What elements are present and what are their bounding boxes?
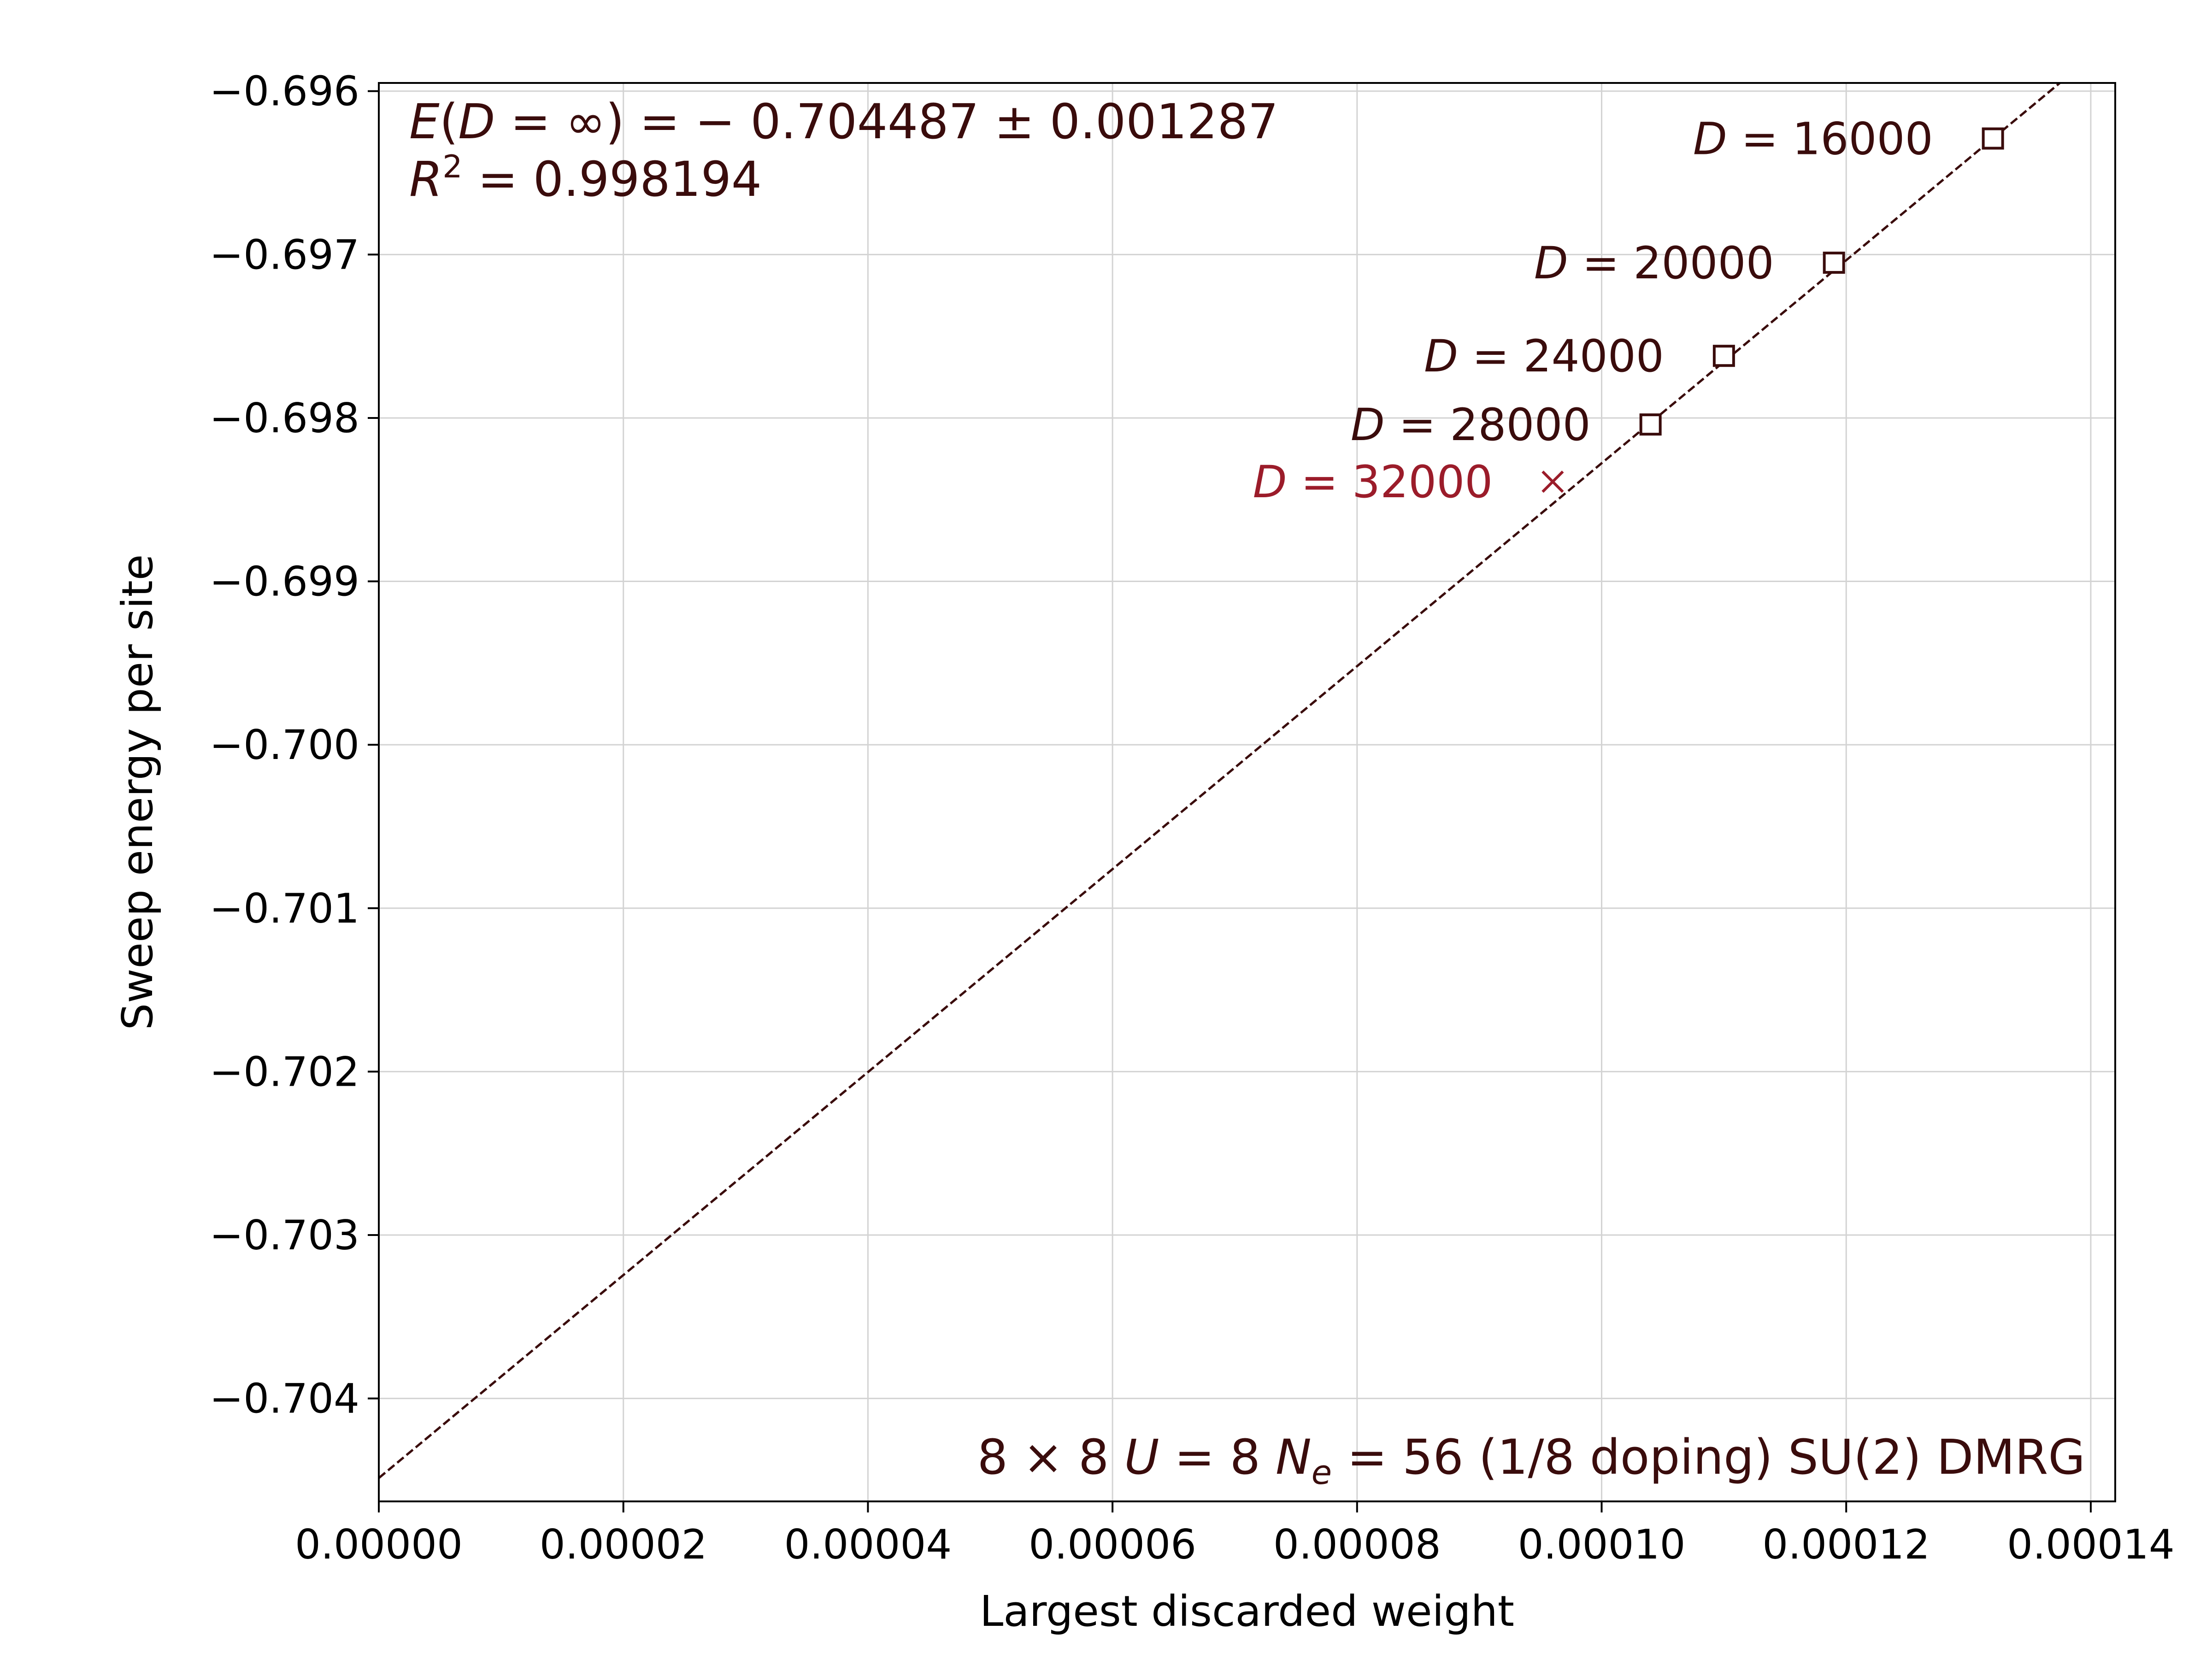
excluded-point-marker [1541, 471, 1564, 493]
fit-line-group [379, 83, 2062, 1479]
y-tick-label: −0.704 [209, 1375, 359, 1423]
x-tick-label: 0.00010 [1518, 1521, 1686, 1568]
y-tick-label: −0.700 [209, 721, 359, 769]
y-tick-label: −0.703 [209, 1212, 359, 1259]
x-tick-label: 0.00008 [1273, 1521, 1441, 1568]
y-tick-label: −0.696 [209, 68, 359, 115]
y-tick-label: −0.699 [209, 558, 359, 606]
y-axis-title: Sweep energy per site [113, 554, 162, 1030]
point-label: D = 32000 [1253, 456, 1493, 508]
r-squared-annotation: R2 = 0.998194 [409, 149, 762, 207]
x-tick-label: 0.00002 [540, 1521, 707, 1568]
y-tick-label: −0.702 [209, 1048, 359, 1095]
data-point-marker [1823, 252, 1845, 274]
plot-background [379, 83, 2115, 1501]
extrapolated-energy-annotation: E(D = ∞) = − 0.704487 ± 0.001287 [409, 94, 1278, 150]
y-tick-label: −0.701 [209, 885, 359, 932]
x-tick-label: 0.00014 [2007, 1521, 2175, 1568]
data-point-marker [1982, 127, 2004, 150]
point-label: D = 28000 [1351, 399, 1591, 451]
x-tick-label: 0.00012 [1762, 1521, 1930, 1568]
grid [378, 83, 2115, 1501]
data-point-marker [1712, 345, 1735, 367]
x-tick-label: 0.00000 [295, 1521, 463, 1568]
y-axis: −0.696 −0.697 −0.698 −0.699 −0.700 −0.701 −0.7… [209, 68, 379, 1423]
x-tick-label: 0.00006 [1029, 1521, 1196, 1568]
y-tick-label: −0.698 [209, 394, 359, 442]
x-axis-title: Largest discarded weight [980, 1587, 1514, 1636]
data-point-marker [1639, 413, 1662, 436]
y-tick-label: −0.697 [209, 231, 359, 278]
x-tick-label: 0.00004 [784, 1521, 952, 1568]
system-description-annotation: 8 × 8 U = 8 Ne = 56 (1/8 doping) SU(2) D… [977, 1429, 2085, 1492]
point-label: D = 20000 [1534, 237, 1774, 289]
plot-frame [378, 82, 2116, 1502]
point-label: D = 16000 [1693, 113, 1933, 165]
point-label: D = 24000 [1424, 330, 1664, 382]
x-axis: 0.00000 0.00002 0.00004 0.00006 0.00008 0.000… [295, 1501, 2175, 1568]
fit-line [379, 83, 2062, 1479]
